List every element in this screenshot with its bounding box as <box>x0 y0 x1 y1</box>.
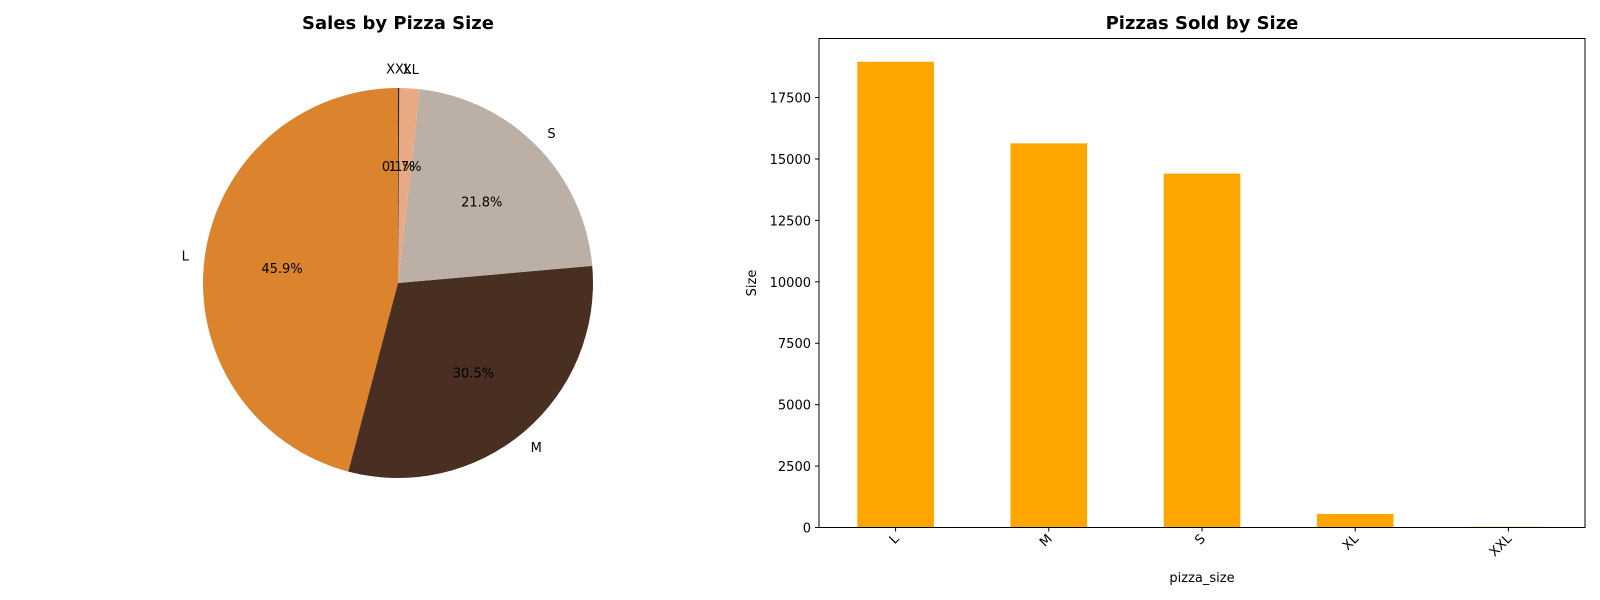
pie-slice-s <box>398 89 593 284</box>
pie-pct-xl: 1.7% <box>388 160 421 175</box>
x-axis-label: pizza_size <box>1169 571 1234 586</box>
pie-label-xl: XL <box>403 63 420 78</box>
pie-label-xxl: XXL <box>386 63 412 78</box>
y-tick-label: 17500 <box>770 92 811 107</box>
pie-pct-xxl: 0.1% <box>382 160 415 175</box>
pie-slices <box>203 88 593 478</box>
x-axis-ticks: L M S XL XXL <box>887 527 1516 560</box>
x-tick-label-l: L <box>887 531 903 547</box>
x-tick-label-xxl: XXL <box>1487 531 1516 560</box>
y-tick-label: 12500 <box>770 214 811 229</box>
y-axis-label: Size <box>745 270 760 297</box>
pie-pct-s: 21.8% <box>461 195 502 210</box>
y-axis-ticks: 0 2500 5000 7500 10000 12500 15000 17500 <box>770 92 819 537</box>
x-tick-label-s: S <box>1192 532 1208 548</box>
x-tick-label-xl: XL <box>1340 531 1363 554</box>
bar-xl <box>1316 513 1394 528</box>
bar-m <box>1010 143 1088 528</box>
pie-label-l: L <box>182 249 190 264</box>
y-tick-label: 7500 <box>778 337 811 352</box>
pie-label-m: M <box>531 441 542 456</box>
pie-slice-l <box>203 88 398 472</box>
pie-pct-m: 30.5% <box>453 366 494 381</box>
pie-chart-title: Sales by Pizza Size <box>302 13 494 34</box>
bar-s <box>1163 173 1241 528</box>
y-tick-label: 15000 <box>770 153 811 168</box>
bar-l <box>857 61 934 528</box>
y-tick-label: 5000 <box>778 399 811 414</box>
y-tick-label: 10000 <box>770 276 811 291</box>
pie-label-s: S <box>547 127 555 142</box>
y-tick-label: 2500 <box>778 460 811 475</box>
pie-slice-m <box>348 265 593 478</box>
pie-pct-l: 45.9% <box>261 262 302 277</box>
y-tick-label: 0 <box>803 522 811 537</box>
bar-bars <box>857 61 1547 528</box>
pie-labels: L 45.9% M 30.5% S 21.8% XL 1.7% XXL 0.1% <box>182 63 556 456</box>
x-tick-label-m: M <box>1037 532 1056 551</box>
pie-slice-xl <box>398 88 421 284</box>
pie-chart: Sales by Pizza Size L 45.9% M 30.5% S 21.8% XL… <box>182 13 593 478</box>
pie-slice-xxl <box>398 88 400 283</box>
bar-chart: Pizzas Sold by Size 0 2500 5000 7500 10000 12… <box>745 13 1586 586</box>
bar-chart-title: Pizzas Sold by Size <box>1106 13 1299 34</box>
